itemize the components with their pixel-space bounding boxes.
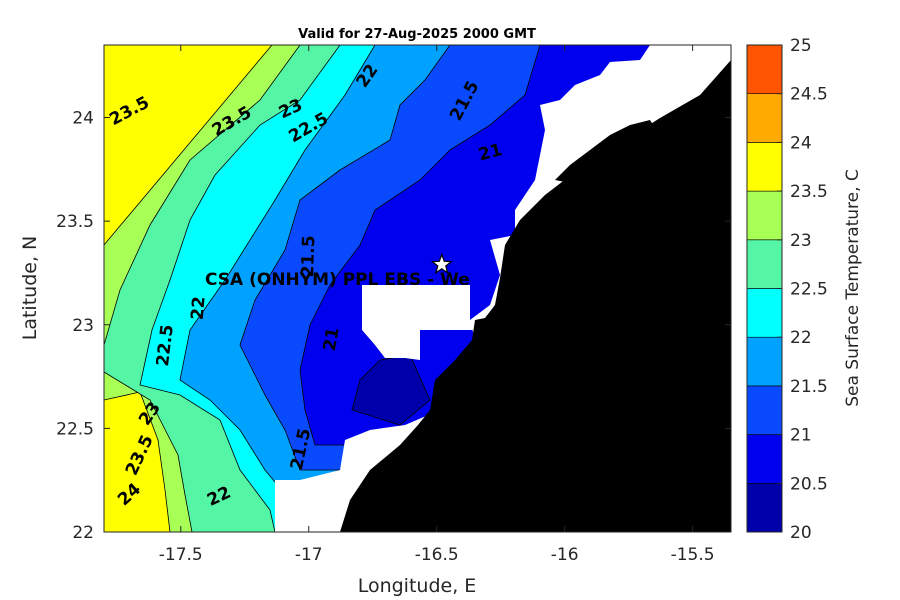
colorbar-swatch xyxy=(746,385,783,435)
colorbar-swatch xyxy=(746,142,783,192)
colorbar-tick-label: 20 xyxy=(790,523,812,543)
site-marker: CSA (ONHYM) PPL EBS - We xyxy=(205,253,470,290)
y-tick-label: 22.5 xyxy=(56,419,94,439)
colorbar-swatch xyxy=(746,93,783,143)
x-axis-label: Longitude, E xyxy=(358,575,477,597)
plot-frame xyxy=(103,44,732,533)
colorbar-tick-label: 21.5 xyxy=(790,377,828,397)
y-tick-label: 23.5 xyxy=(56,212,94,232)
colorbar-tick-label: 25 xyxy=(790,36,812,56)
y-tick-label: 23 xyxy=(72,316,94,336)
x-tick-label: -16.5 xyxy=(415,545,459,565)
colorbar-swatch xyxy=(746,239,783,289)
x-axis: -17.5 -17 -16.5 -16 -15.5 xyxy=(159,45,715,565)
colorbar-swatch xyxy=(746,482,783,533)
colorbar-swatch xyxy=(746,434,783,484)
contour-label: 21.5 xyxy=(298,235,319,278)
chart-title: Valid for 27-Aug-2025 2000 GMT xyxy=(298,27,536,42)
colorbar-tick-label: 24 xyxy=(790,133,812,153)
colorbar-tick-label: 24.5 xyxy=(790,85,828,105)
colorbar-tick-label: 20.5 xyxy=(790,474,828,494)
y-tick-label: 22 xyxy=(72,523,94,543)
colorbar-swatch xyxy=(746,44,783,95)
x-tick-label: -16 xyxy=(551,545,579,565)
colorbar: 20 20.5 21 21.5 22 22.5 23 23.5 24 24.5 25 xyxy=(746,36,828,543)
star-icon xyxy=(430,253,453,275)
colorbar-tick-label: 22.5 xyxy=(790,280,828,300)
colorbar-swatch xyxy=(746,190,783,241)
colorbar-swatch xyxy=(746,336,783,387)
y-axis: 22 22.5 23 23.5 24 xyxy=(56,109,731,543)
peninsula xyxy=(555,120,655,182)
colorbar-label: Sea Surface Temperature, C xyxy=(843,169,863,407)
y-axis-label: Latitude, N xyxy=(19,236,41,341)
plot-area xyxy=(104,45,731,532)
x-tick-label: -17 xyxy=(295,545,323,565)
colorbar-tick-label: 23.5 xyxy=(790,182,828,202)
y-tick-label: 24 xyxy=(72,109,94,129)
colorbar-tick-label: 22 xyxy=(790,328,812,348)
colorbar-swatch xyxy=(746,288,783,338)
x-tick-label: -15.5 xyxy=(671,545,715,565)
x-tick-label: -17.5 xyxy=(159,545,203,565)
colorbar-tick-label: 23 xyxy=(790,231,812,251)
site-label: CSA (ONHYM) PPL EBS - We xyxy=(205,270,470,290)
nodata-offshore-block xyxy=(362,285,520,360)
colorbar-tick-label: 21 xyxy=(790,426,812,446)
contour-label: 21 xyxy=(320,326,344,353)
contour-label: 22 xyxy=(188,296,210,321)
land-mass xyxy=(340,60,731,532)
nodata-south-block xyxy=(275,410,440,532)
